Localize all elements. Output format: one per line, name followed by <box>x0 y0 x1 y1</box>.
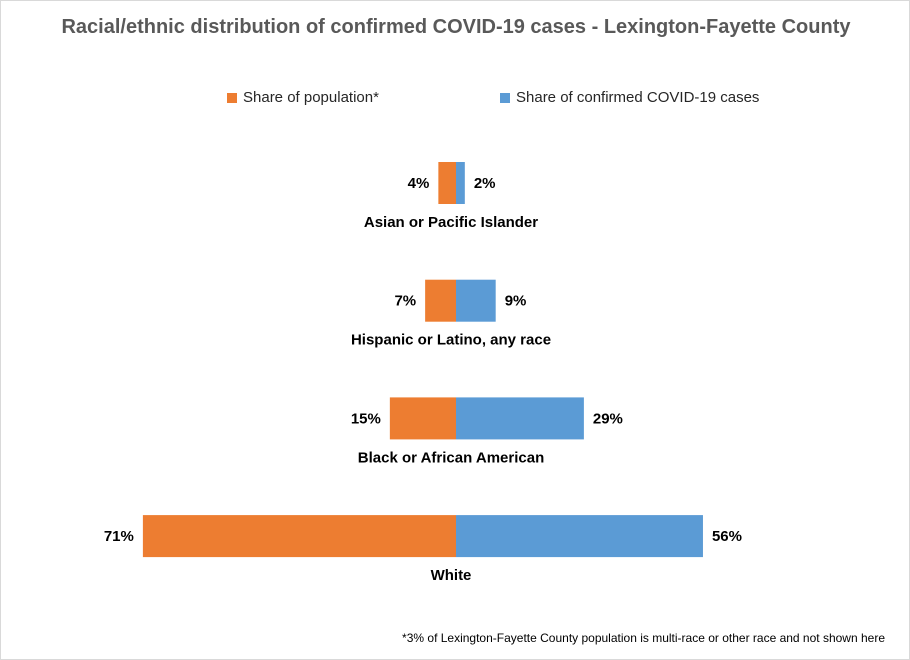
legend-label-cases: Share of confirmed COVID-19 cases <box>516 89 760 106</box>
bar-cases-0 <box>456 162 465 204</box>
category-label-3: White <box>431 567 472 584</box>
data-label-cases-1: 9% <box>505 293 527 310</box>
data-label-population-2: 15% <box>351 410 381 427</box>
legend-swatch-cases <box>500 92 510 103</box>
legend-label-population: Share of population* <box>243 89 379 106</box>
data-label-cases-3: 56% <box>712 528 742 545</box>
bar-cases-3 <box>456 515 703 558</box>
bar-population-2 <box>389 397 456 440</box>
data-label-population-0: 4% <box>408 175 430 192</box>
chart-title: Racial/ethnic distribution of confirmed … <box>61 16 851 38</box>
bar-population-1 <box>425 279 456 322</box>
category-label-0: Asian or Pacific Islander <box>364 214 538 231</box>
chart-footnote: *3% of Lexington-Fayette County populati… <box>402 631 885 645</box>
bar-population-0 <box>438 162 456 204</box>
bar-cases-1 <box>456 279 496 322</box>
legend-item-population: Share of population* <box>227 89 379 106</box>
data-label-population-3: 71% <box>104 528 134 545</box>
data-label-cases-0: 2% <box>474 175 496 192</box>
data-label-cases-2: 29% <box>593 410 623 427</box>
bar-cases-2 <box>456 397 584 440</box>
data-label-population-1: 7% <box>394 293 416 310</box>
category-label-2: Black or African American <box>358 449 544 466</box>
bar-population-3 <box>142 515 456 558</box>
category-label-1: Hispanic or Latino, any race <box>351 332 551 349</box>
legend-item-cases: Share of confirmed COVID-19 cases <box>500 89 759 106</box>
legend-swatch-population <box>227 92 237 103</box>
